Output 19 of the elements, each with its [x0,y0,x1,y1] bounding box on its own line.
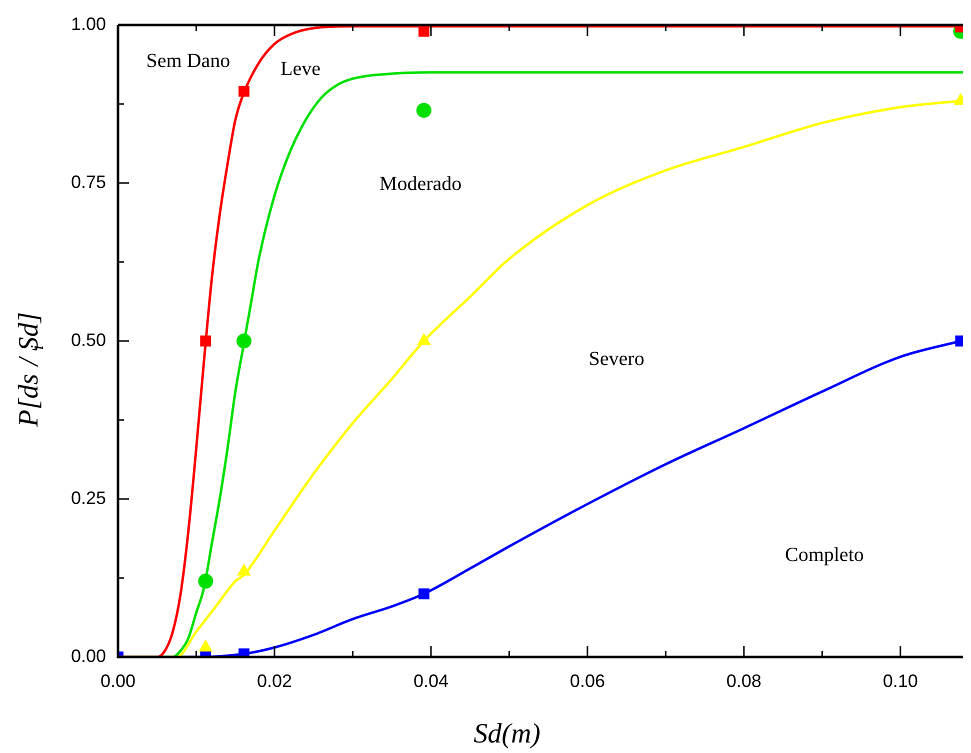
point [416,102,432,118]
y-tick-label: 0.50 [70,330,106,350]
annotation: Leve [280,58,321,80]
y-tick-label: 1.00 [70,14,106,34]
y-tick-label: 0.00 [70,646,106,666]
annotation: Moderado [379,173,462,196]
x-axis-title: Sd(m) [474,718,541,750]
x-tick-label: 0.02 [256,670,292,691]
x-tick-label: 0.04 [413,670,448,691]
annotation: Sem Dano [146,50,230,72]
point [199,640,212,652]
y-tick-label: 0.25 [70,488,106,508]
annotation: Severo [588,348,644,370]
x-tick-label: 0.06 [570,670,605,691]
x-tick-label: 0.00 [100,670,136,691]
annotation: Completo [784,544,864,566]
x-tick-label: 0.10 [882,670,918,691]
y-tick-label: 0.75 [70,172,106,192]
x-tick-label: 0.08 [726,670,762,691]
